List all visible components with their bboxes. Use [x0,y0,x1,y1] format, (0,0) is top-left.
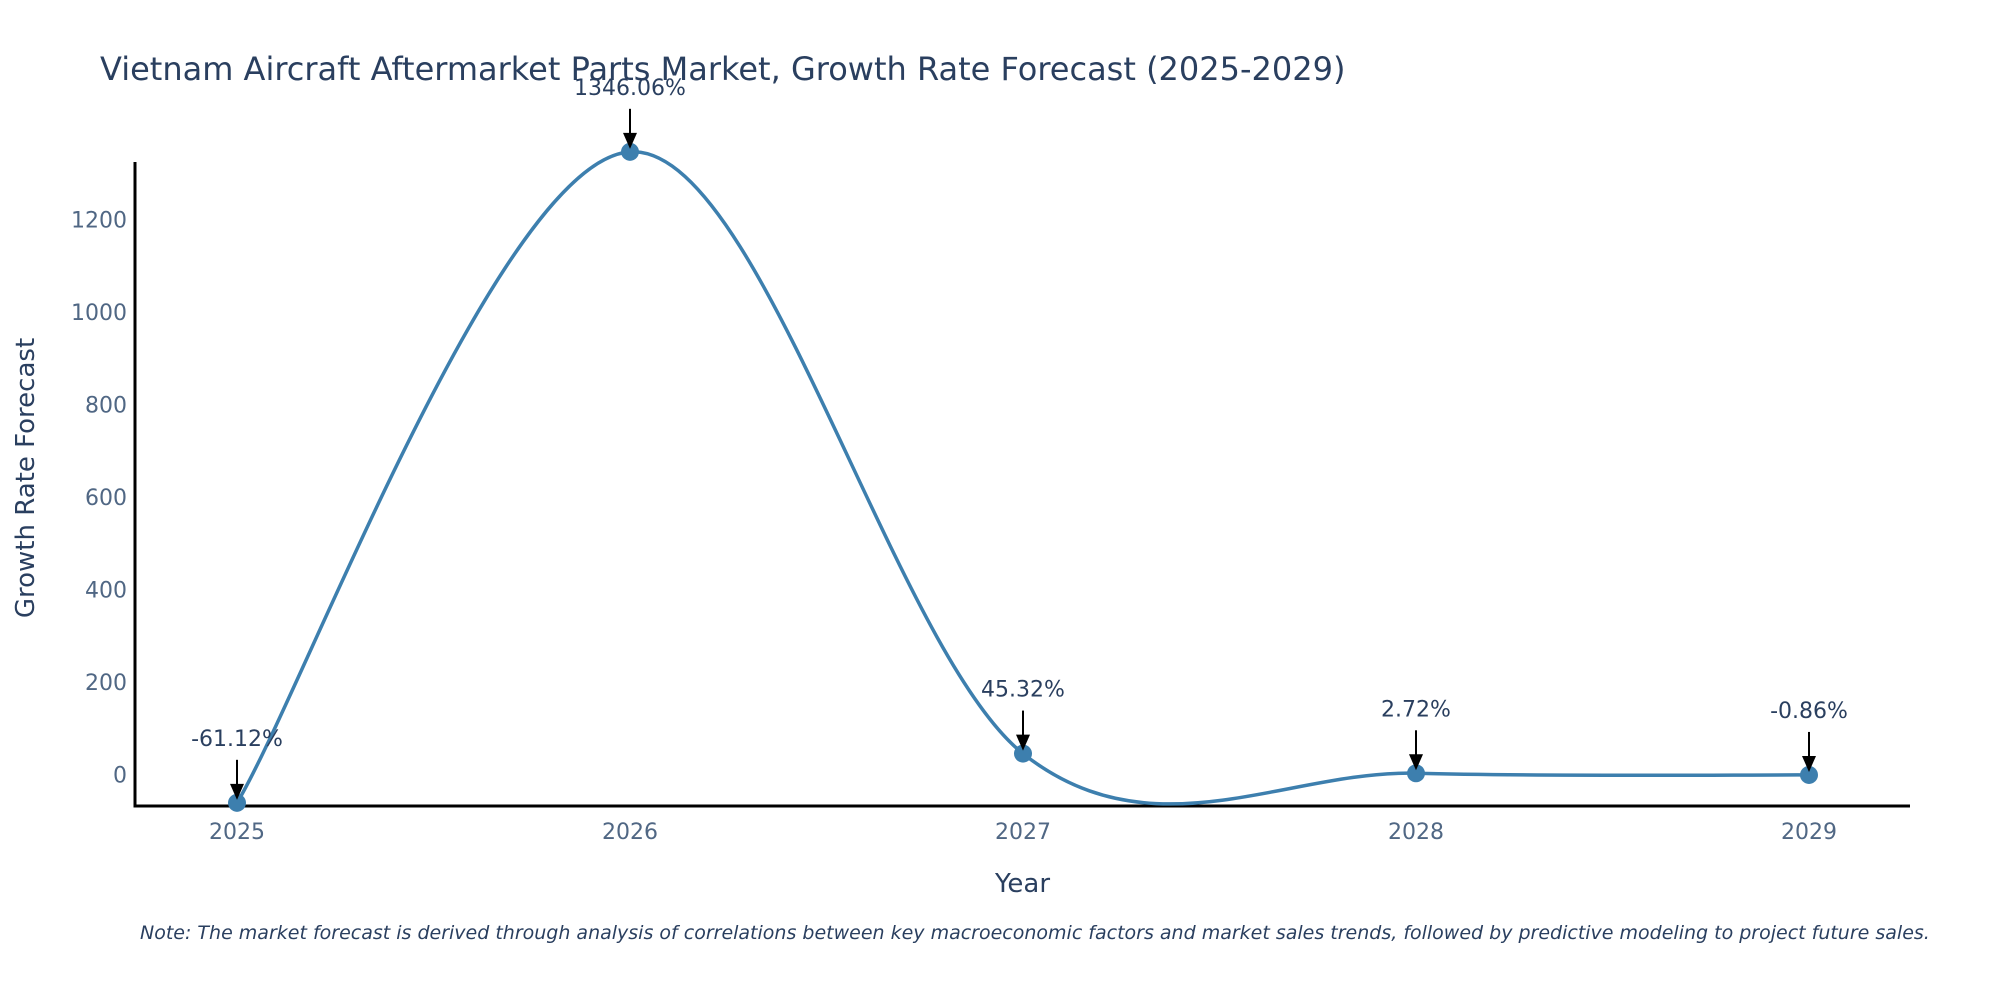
y-tick-label: 600 [85,486,127,511]
axis-text-group: 0 200 400 600 800 1000 1200 2025 2026 2027 2028 202… [11,208,1837,899]
y-tick-label: 400 [85,578,127,603]
data-label: -61.12% [191,727,283,752]
y-tick-label: 200 [85,671,127,696]
x-tick-label: 2029 [1781,820,1837,845]
annotation-arrow-head [1802,755,1816,772]
annotation-arrow-head [1016,734,1030,751]
data-label: 1346.06% [574,76,686,101]
data-point [621,142,639,161]
x-tick-label: 2028 [1388,820,1444,845]
y-tick-label: 1200 [71,208,127,233]
data-point [1407,764,1425,783]
annotations-group: -61.12% 1346.06% 45.32% 2.72% -0.86% [191,76,1848,800]
axes-group [133,162,1910,808]
annotation-arrow-head [1409,754,1423,771]
annotation-arrow-head [230,783,244,800]
data-label: -0.86% [1770,699,1848,724]
annotation-arrow-head [623,132,637,149]
series-line-group [235,150,1810,806]
y-tick-label: 0 [113,764,127,789]
series-line [235,150,1810,806]
data-point [1014,744,1032,763]
x-axis-title: Year [994,869,1050,899]
chart-title: Vietnam Aircraft Aftermarket Parts Marke… [100,50,1346,88]
y-axis-title: Growth Rate Forecast [11,338,41,618]
data-point [1800,765,1818,784]
chart-note: Note: The market forecast is derived thr… [140,922,1930,944]
x-tick-label: 2027 [995,820,1051,845]
x-tick-label: 2026 [602,820,658,845]
data-point [228,793,246,812]
y-tick-label: 1000 [71,301,127,326]
data-label: 45.32% [981,678,1065,703]
y-tick-label: 800 [85,393,127,418]
data-points-group [228,142,1818,812]
x-tick-label: 2025 [209,820,265,845]
data-label: 2.72% [1381,697,1451,722]
